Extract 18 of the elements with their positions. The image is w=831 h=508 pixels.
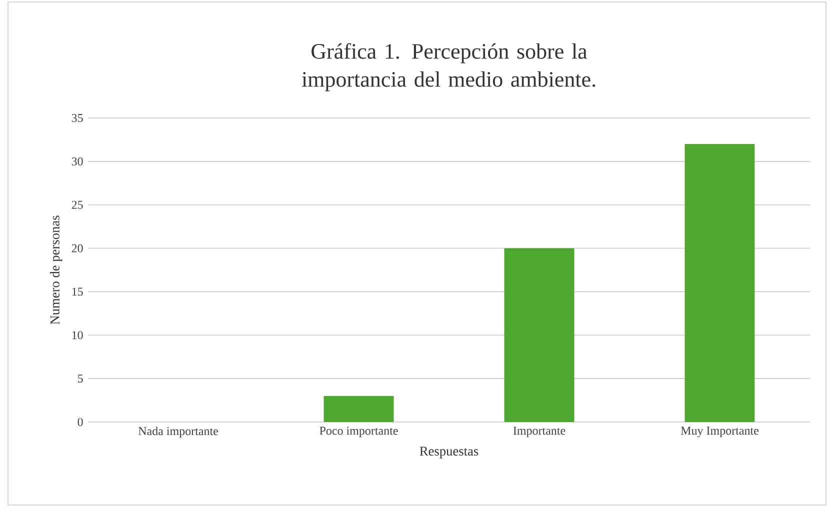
y-tick-label: 5 — [78, 374, 83, 383]
bar — [324, 396, 394, 422]
x-axis-title: Respuestas — [420, 446, 478, 458]
bar — [684, 144, 755, 422]
bar — [504, 248, 574, 422]
y-tick-label: 25 — [72, 200, 83, 209]
y-tick-label: 30 — [72, 157, 83, 166]
x-tick-label: Poco importante — [320, 426, 398, 438]
y-tick-label: 35 — [72, 114, 83, 122]
y-axis-title: Numero de personas — [50, 216, 62, 324]
y-tick-label: 20 — [72, 244, 83, 252]
x-tick-label: Nada importante — [138, 426, 218, 438]
y-tick-label: 10 — [72, 331, 83, 340]
chart-title: Gráfica 1. Percepción sobre la importancia del medio ambiente. — [302, 43, 596, 92]
y-tick-label: 0 — [78, 418, 83, 426]
x-tick-label: Muy Importante — [680, 426, 759, 438]
y-tick-label: 15 — [72, 288, 83, 296]
x-tick-label: Importante — [513, 426, 566, 438]
